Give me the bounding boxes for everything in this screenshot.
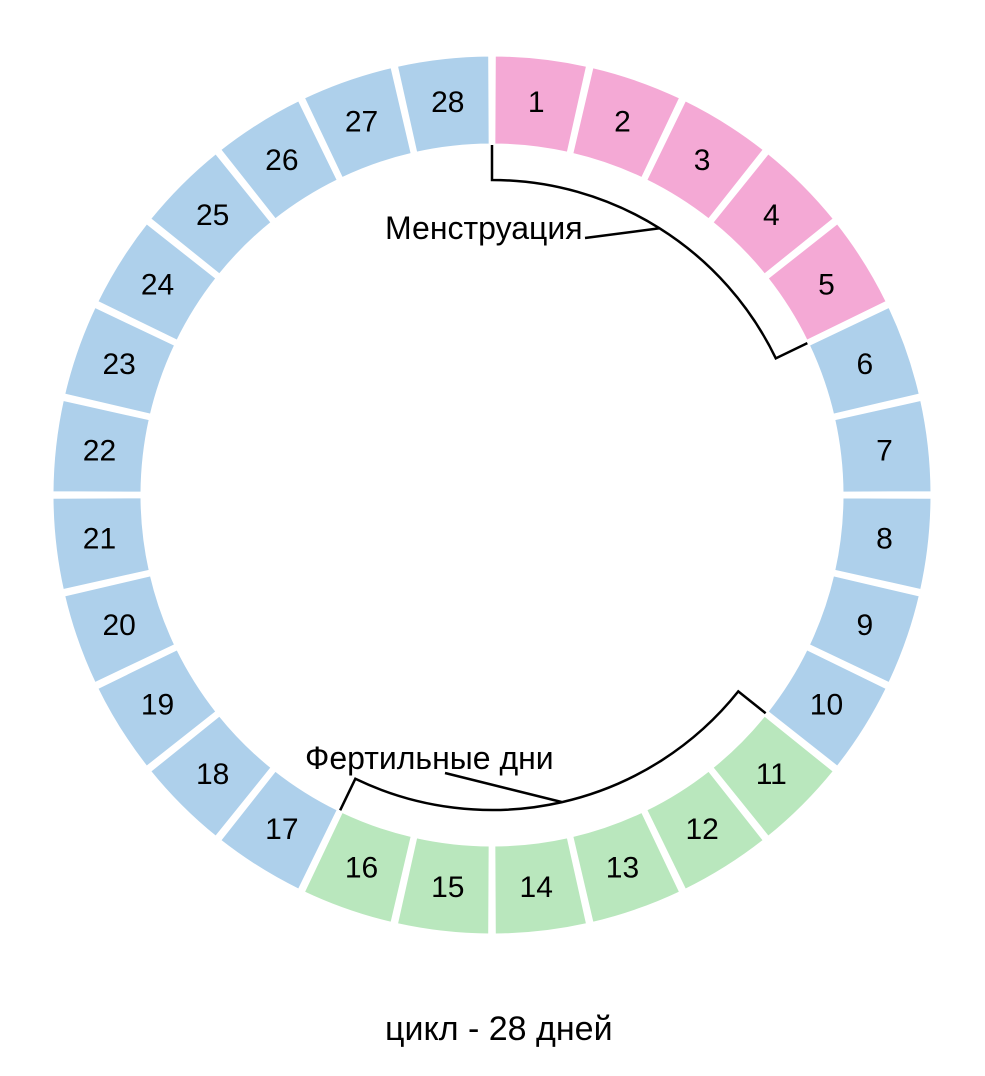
- day-label-5: 5: [818, 268, 835, 301]
- day-label-27: 27: [345, 106, 378, 139]
- day-label-15: 15: [431, 871, 464, 904]
- day-label-25: 25: [196, 199, 229, 232]
- day-label-12: 12: [685, 813, 718, 846]
- day-label-23: 23: [102, 348, 135, 381]
- day-label-4: 4: [763, 199, 780, 232]
- day-label-28: 28: [431, 86, 464, 119]
- day-label-10: 10: [810, 689, 843, 722]
- menstruation-label: Менструация: [385, 210, 583, 247]
- day-label-2: 2: [614, 106, 631, 139]
- day-label-14: 14: [520, 871, 553, 904]
- day-label-20: 20: [102, 609, 135, 642]
- day-label-21: 21: [83, 523, 116, 556]
- day-label-24: 24: [141, 268, 174, 301]
- day-label-11: 11: [756, 758, 787, 791]
- day-label-16: 16: [345, 851, 378, 884]
- day-label-9: 9: [856, 609, 873, 642]
- day-label-17: 17: [265, 813, 298, 846]
- day-label-8: 8: [876, 523, 893, 556]
- day-label-1: 1: [528, 86, 545, 119]
- day-label-18: 18: [196, 758, 229, 791]
- day-label-13: 13: [606, 851, 639, 884]
- day-label-26: 26: [265, 144, 298, 177]
- cycle-chart: 1234567891011121314151617181920212223242…: [0, 0, 985, 985]
- day-label-22: 22: [83, 434, 116, 467]
- day-label-3: 3: [694, 144, 711, 177]
- day-label-7: 7: [876, 434, 893, 467]
- cycle-svg: 1234567891011121314151617181920212223242…: [0, 0, 985, 985]
- chart-caption: цикл - 28 дней: [385, 1010, 613, 1049]
- fertile-label: Фертильные дни: [305, 740, 554, 777]
- day-label-19: 19: [141, 689, 174, 722]
- day-label-6: 6: [856, 348, 873, 381]
